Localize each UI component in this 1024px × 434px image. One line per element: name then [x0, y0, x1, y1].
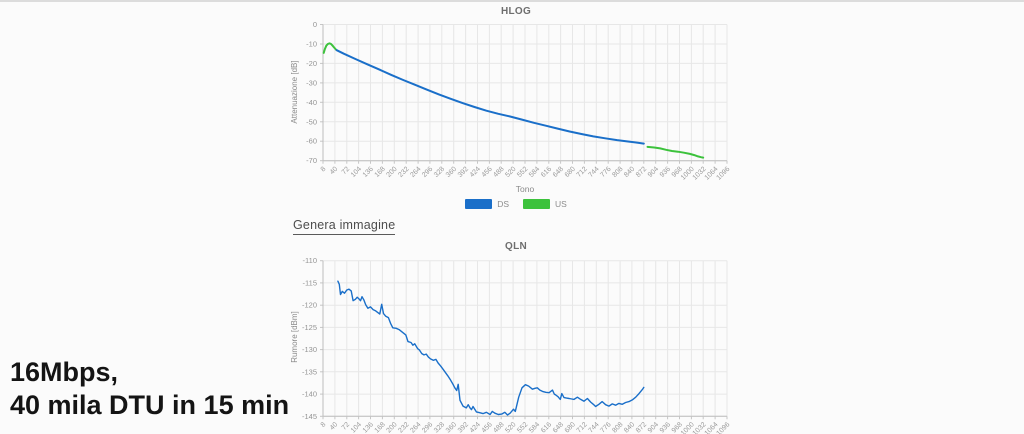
- svg-text:104: 104: [350, 421, 363, 434]
- svg-text:-140: -140: [302, 390, 317, 399]
- svg-text:168: 168: [374, 166, 387, 179]
- svg-text:808: 808: [611, 421, 624, 434]
- svg-text:-120: -120: [302, 301, 317, 310]
- svg-text:936: 936: [659, 421, 672, 434]
- top-border: [0, 0, 1024, 2]
- svg-text:264: 264: [409, 421, 422, 434]
- svg-text:-10: -10: [306, 40, 317, 49]
- svg-text:584: 584: [528, 166, 541, 179]
- svg-text:-40: -40: [306, 98, 317, 107]
- svg-text:296: 296: [421, 421, 434, 434]
- qln-chart-title: QLN: [504, 241, 527, 252]
- svg-text:488: 488: [492, 166, 505, 179]
- svg-text:488: 488: [492, 421, 505, 434]
- hlog-y-axis-label: Attenuazione [dB]: [290, 60, 299, 124]
- hlog-x-axis-label: Tono: [515, 184, 535, 194]
- svg-text:808: 808: [611, 166, 624, 179]
- svg-text:-135: -135: [302, 367, 317, 376]
- svg-text:616: 616: [540, 166, 553, 179]
- svg-text:680: 680: [564, 166, 577, 179]
- svg-text:392: 392: [457, 166, 470, 179]
- svg-text:8: 8: [320, 166, 328, 174]
- svg-text:104: 104: [350, 166, 363, 179]
- svg-text:-60: -60: [306, 137, 317, 146]
- hlog-plot: 8 40 7210413616820023226429632836039242445…: [306, 20, 731, 182]
- svg-text:872: 872: [635, 421, 648, 434]
- svg-text:520: 520: [504, 166, 517, 179]
- svg-text:360: 360: [445, 166, 458, 179]
- svg-text:40: 40: [329, 421, 340, 432]
- svg-text:264: 264: [409, 166, 422, 179]
- svg-text:552: 552: [516, 421, 529, 434]
- svg-text:904: 904: [647, 421, 660, 434]
- svg-text:776: 776: [599, 166, 612, 179]
- svg-text:-50: -50: [306, 117, 317, 126]
- svg-text:8: 8: [320, 421, 328, 429]
- svg-text:936: 936: [659, 166, 672, 179]
- legend-entry-ds[interactable]: DS: [465, 199, 509, 209]
- svg-text:552: 552: [516, 166, 529, 179]
- svg-text:-115: -115: [303, 278, 317, 287]
- legend-swatch-ds: [465, 199, 493, 209]
- svg-text:456: 456: [481, 166, 494, 179]
- svg-text:168: 168: [374, 421, 387, 434]
- svg-text:648: 648: [552, 421, 565, 434]
- annotation-line2: 40 mila DTU in 15 min: [10, 390, 290, 420]
- svg-text:1096: 1096: [715, 166, 731, 182]
- svg-text:616: 616: [540, 421, 553, 434]
- svg-text:-30: -30: [306, 78, 317, 87]
- svg-text:200: 200: [386, 421, 399, 434]
- svg-text:296: 296: [421, 166, 434, 179]
- svg-text:200: 200: [386, 166, 399, 179]
- annotation-text: 16Mbps, 40 mila DTU in 15 min: [10, 356, 289, 422]
- svg-text:-130: -130: [302, 345, 317, 354]
- legend-label-us: US: [555, 199, 567, 209]
- svg-text:776: 776: [599, 421, 612, 434]
- svg-text:712: 712: [576, 166, 589, 179]
- svg-text:744: 744: [588, 166, 601, 179]
- svg-text:584: 584: [528, 421, 541, 434]
- svg-text:424: 424: [469, 421, 482, 434]
- svg-text:-125: -125: [302, 323, 317, 332]
- svg-text:136: 136: [362, 421, 375, 434]
- svg-text:328: 328: [433, 166, 446, 179]
- svg-text:328: 328: [433, 421, 446, 434]
- svg-text:520: 520: [504, 421, 517, 434]
- qln-y-axis-label: Rumore [dBm]: [290, 311, 299, 363]
- svg-text:-145: -145: [302, 412, 317, 421]
- svg-text:904: 904: [647, 166, 660, 179]
- svg-text:456: 456: [481, 421, 494, 434]
- svg-text:232: 232: [397, 166, 410, 179]
- qln-plot: 8 40 7210413616820023226429632836039242445…: [302, 256, 732, 434]
- svg-text:-110: -110: [303, 256, 317, 265]
- svg-text:872: 872: [635, 166, 648, 179]
- svg-text:648: 648: [552, 166, 565, 179]
- genera-immagine-link[interactable]: Genera immagine: [293, 218, 396, 235]
- legend-swatch-us: [523, 199, 550, 209]
- hlog-legend: DS US: [286, 199, 746, 209]
- svg-text:232: 232: [397, 421, 410, 434]
- svg-text:360: 360: [445, 421, 458, 434]
- svg-text:72: 72: [341, 421, 352, 432]
- svg-text:840: 840: [623, 166, 636, 179]
- svg-text:712: 712: [576, 421, 589, 434]
- svg-text:72: 72: [341, 166, 352, 177]
- svg-text:0: 0: [313, 20, 317, 29]
- svg-text:392: 392: [457, 421, 470, 434]
- svg-text:424: 424: [469, 166, 482, 179]
- hlog-chart-title: HLOG: [500, 6, 532, 17]
- svg-text:744: 744: [588, 421, 601, 434]
- legend-entry-us[interactable]: US: [523, 199, 567, 209]
- svg-text:40: 40: [329, 166, 340, 177]
- svg-text:680: 680: [564, 421, 577, 434]
- legend-label-ds: DS: [497, 199, 509, 209]
- annotation-line1: 16Mbps,: [10, 357, 119, 387]
- svg-text:136: 136: [362, 166, 375, 179]
- svg-text:840: 840: [623, 421, 636, 434]
- svg-text:-70: -70: [306, 156, 317, 165]
- svg-text:-20: -20: [306, 59, 317, 68]
